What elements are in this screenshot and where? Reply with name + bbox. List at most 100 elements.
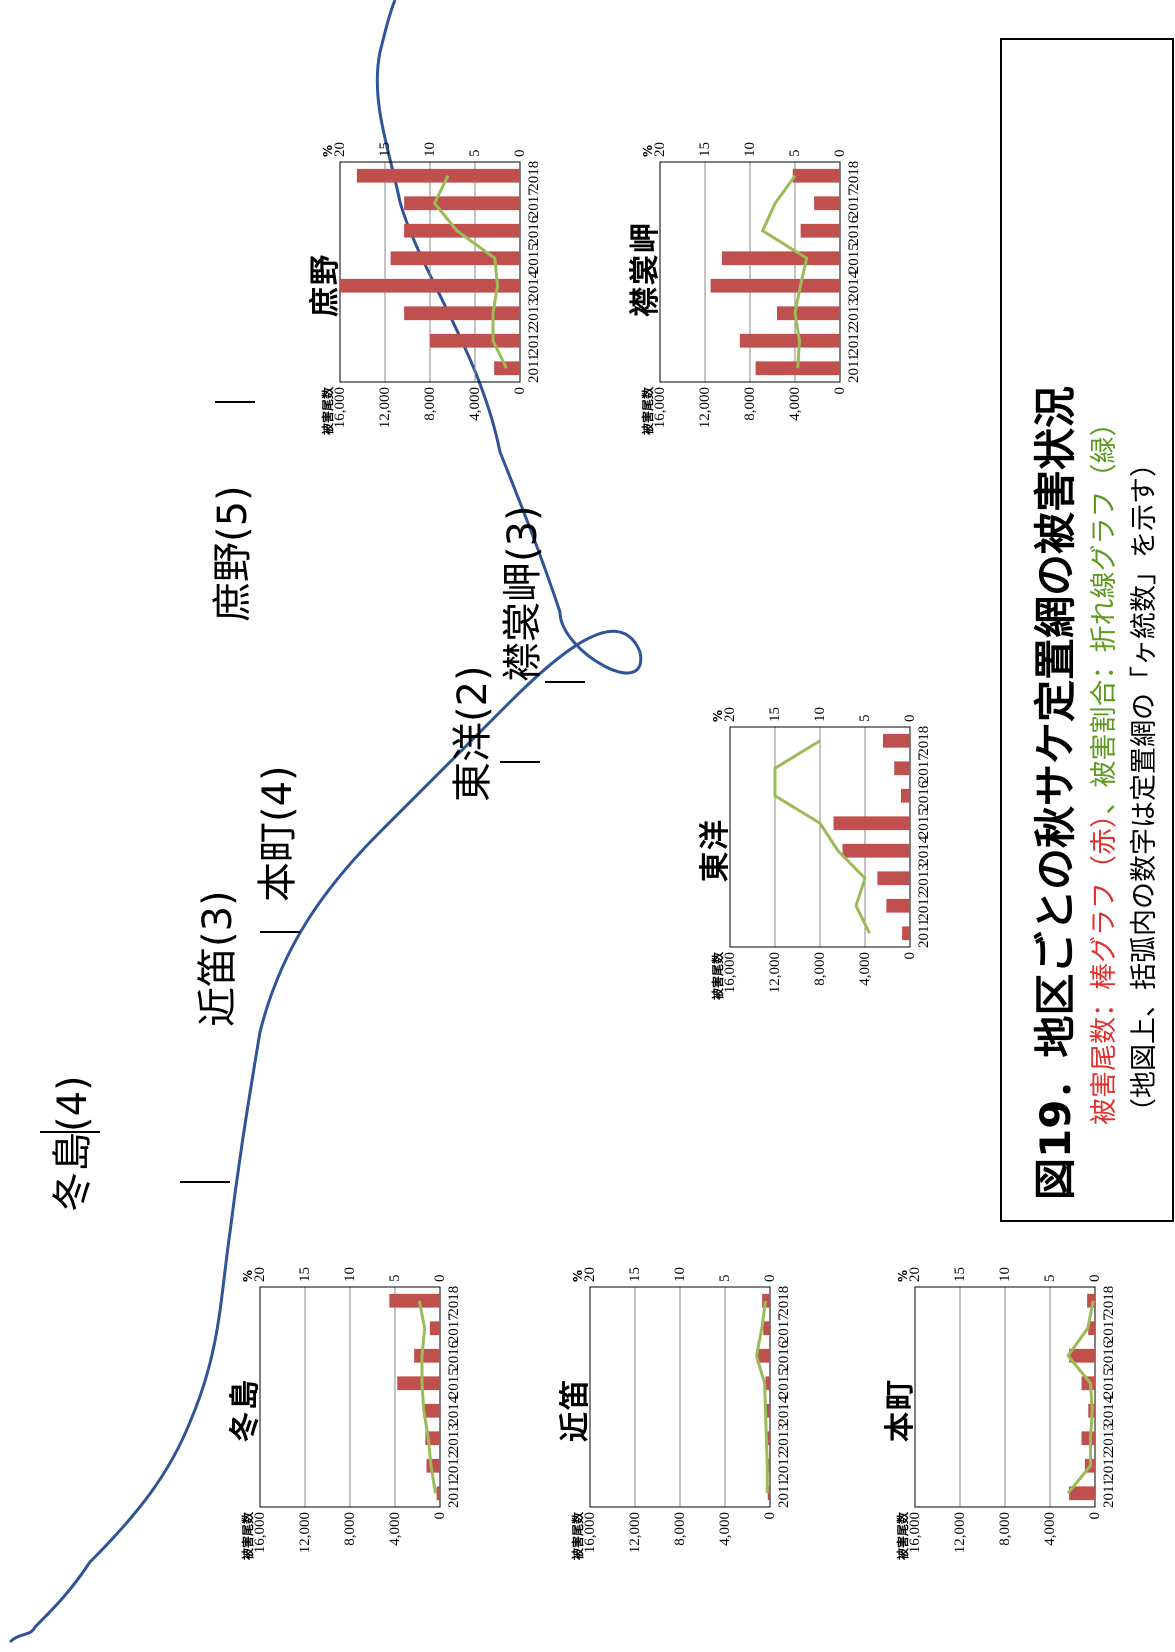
x-tick-label: 2014 — [446, 1395, 462, 1426]
x-tick-label: 2012 — [526, 326, 542, 356]
y-tick-label: 8,000 — [812, 952, 828, 986]
map-label-toyo: 東洋(2) — [450, 665, 496, 802]
y2-axis-label: % — [641, 145, 655, 157]
bar — [436, 1486, 440, 1501]
y2-tick-label: 5 — [857, 715, 873, 723]
y-tick-label: 16,000 — [907, 1512, 923, 1553]
chart-toyo: 東洋 0 4,000 8,000 12,000 16,000 0 5 10 15 20 被害尾数% 2… — [690, 682, 950, 1000]
x-tick-label: 2013 — [526, 298, 542, 328]
y-tick-label: 4,000 — [387, 1512, 403, 1546]
y2-tick-label: 0 — [432, 1275, 448, 1283]
y2-tick-label: 20 — [582, 1267, 598, 1282]
y-axis-label: 被害尾数 — [640, 386, 655, 435]
damage-rate-line — [417, 1300, 437, 1494]
x-tick-label: 2014 — [776, 1395, 792, 1426]
x-tick-label: 2014 — [916, 835, 932, 866]
bar — [765, 1376, 770, 1391]
plot-frame — [914, 1286, 1096, 1508]
y2-tick-label: 0 — [762, 1275, 778, 1283]
x-tick-label: 2018 — [446, 1286, 462, 1316]
plot-frame — [339, 161, 521, 383]
y-tick-label: 8,000 — [672, 1512, 688, 1546]
chart-svg-shoya: 0 4,000 8,000 12,000 16,000 0 5 10 15 20 被害尾数% 2011… — [320, 142, 542, 435]
y2-tick-label: 0 — [902, 715, 918, 723]
y-axis-label: 被害尾数 — [320, 386, 335, 435]
y-tick-label: 16,000 — [652, 387, 668, 428]
x-tick-label: 2013 — [846, 298, 862, 328]
caption-box: 図19．地区ごとの秋サケ定置網の被害状況 被害尾数：棒グラフ（赤）、被害割合：折… — [1000, 38, 1174, 1222]
y2-tick-label: 15 — [297, 1267, 313, 1282]
x-tick-label: 2018 — [1101, 1286, 1117, 1316]
x-tick-label: 2012 — [446, 1451, 462, 1481]
y2-axis-label: % — [241, 1270, 255, 1282]
x-tick-label: 2017 — [526, 188, 542, 219]
bar — [886, 898, 910, 913]
y-tick-label: 16,000 — [582, 1512, 598, 1553]
y2-tick-label: 20 — [252, 1267, 268, 1282]
chart-svg-chikabue: 0 4,000 8,000 12,000 16,000 0 5 10 15 20 被害尾数% 2011… — [570, 1267, 792, 1560]
bar — [739, 333, 840, 348]
bar — [756, 1348, 770, 1363]
y2-tick-label: 5 — [717, 1275, 733, 1283]
y2-tick-label: 5 — [787, 150, 803, 158]
x-tick-label: 2012 — [776, 1451, 792, 1481]
y2-tick-label: 15 — [627, 1267, 643, 1282]
x-tick-label: 2013 — [446, 1423, 462, 1453]
y2-tick-label: 10 — [672, 1267, 688, 1282]
damage-rate-line — [760, 174, 809, 369]
caption-legend: 被害尾数：棒グラフ（赤）、被害割合：折れ線グラフ（緑） — [1082, 410, 1121, 1126]
y2-tick-label: 10 — [997, 1267, 1013, 1282]
y-tick-label: 4,000 — [467, 387, 483, 421]
chart-svg-erimomisaki: 0 4,000 8,000 12,000 16,000 0 5 10 15 20 被害尾数% 2011… — [640, 142, 862, 435]
map-label-fuyushima: 冬島(4) — [50, 1075, 96, 1212]
map-label-honcho: 本町(4) — [255, 765, 301, 902]
x-tick-label: 2013 — [916, 863, 932, 893]
bar — [894, 761, 910, 776]
x-tick-label: 2012 — [916, 891, 932, 921]
y2-tick-label: 15 — [767, 707, 783, 722]
x-tick-label: 2015 — [776, 1368, 792, 1398]
bar — [356, 168, 520, 183]
x-tick-label: 2013 — [776, 1423, 792, 1453]
map-label-erimomisaki: 襟裳岬(3) — [500, 505, 546, 682]
x-tick-label: 2018 — [846, 161, 862, 191]
y-tick-label: 16,000 — [332, 387, 348, 428]
x-tick-label: 2018 — [526, 161, 542, 191]
y2-tick-label: 15 — [697, 142, 713, 157]
y2-axis-label: % — [571, 1270, 585, 1282]
map-label-shoya: 庶野(5) — [210, 485, 256, 622]
y-tick-label: 8,000 — [742, 387, 758, 421]
y-tick-label: 12,000 — [697, 387, 713, 428]
y2-tick-label: 0 — [512, 150, 528, 158]
x-tick-label: 2011 — [526, 354, 542, 383]
x-tick-label: 2011 — [846, 354, 862, 383]
y-tick-label: 4,000 — [787, 387, 803, 421]
bar — [877, 871, 910, 886]
y-tick-label: 16,000 — [252, 1512, 268, 1553]
bar — [404, 196, 520, 211]
bar — [414, 1348, 440, 1363]
bar — [902, 926, 910, 941]
bar — [901, 788, 910, 803]
y2-tick-label: 0 — [1087, 1275, 1103, 1283]
x-tick-label: 2016 — [1101, 1340, 1117, 1371]
y-tick-label: 12,000 — [952, 1512, 968, 1553]
y-tick-label: 16,000 — [722, 952, 738, 993]
legend-line: 折れ線グラフ（緑） — [1089, 409, 1120, 653]
y-tick-label: 8,000 — [997, 1512, 1013, 1546]
x-tick-label: 2011 — [446, 1479, 462, 1508]
plot-frame — [659, 161, 841, 383]
x-tick-label: 2016 — [776, 1340, 792, 1371]
plot-frame — [729, 726, 911, 948]
x-tick-label: 2012 — [846, 326, 862, 356]
y-tick-label: 8,000 — [342, 1512, 358, 1546]
map-label-chikabue: 近笛(3) — [195, 890, 241, 1027]
y-tick-label: 8,000 — [422, 387, 438, 421]
y-tick-label: 4,000 — [717, 1512, 733, 1546]
y2-tick-label: 15 — [952, 1267, 968, 1282]
y-tick-label: 4,000 — [857, 952, 873, 986]
chart-svg-honcho: 0 4,000 8,000 12,000 16,000 0 5 10 15 20 被害尾数% 2011… — [895, 1267, 1117, 1560]
y-tick-label: 0 — [432, 1512, 448, 1520]
bar — [814, 196, 840, 211]
